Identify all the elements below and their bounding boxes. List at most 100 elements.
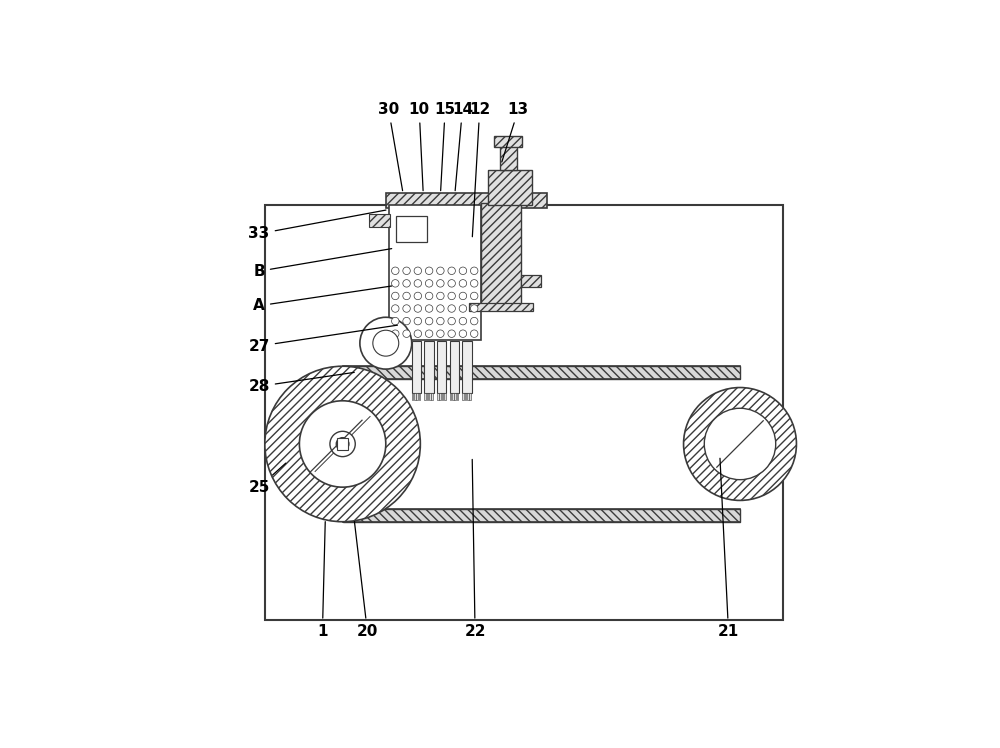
Bar <box>437 341 446 393</box>
Bar <box>414 393 416 400</box>
Text: 28: 28 <box>248 373 354 394</box>
Bar <box>396 216 427 242</box>
Circle shape <box>425 330 433 337</box>
Bar <box>481 203 521 304</box>
Circle shape <box>373 330 399 356</box>
Bar <box>343 509 740 522</box>
Circle shape <box>403 330 410 337</box>
Bar <box>469 393 471 400</box>
Bar <box>454 393 456 400</box>
Circle shape <box>459 267 467 275</box>
Circle shape <box>470 330 478 337</box>
Circle shape <box>448 267 455 275</box>
Bar <box>521 275 541 286</box>
Text: 20: 20 <box>354 521 378 639</box>
Circle shape <box>425 280 433 287</box>
Circle shape <box>470 267 478 275</box>
Circle shape <box>704 408 776 479</box>
Text: 22: 22 <box>464 459 486 639</box>
Circle shape <box>448 304 455 312</box>
Bar <box>469 303 533 311</box>
Bar <box>427 393 428 400</box>
Circle shape <box>437 304 444 312</box>
Circle shape <box>448 292 455 300</box>
Text: 14: 14 <box>452 102 473 191</box>
Bar <box>467 393 469 400</box>
Text: 12: 12 <box>469 102 490 236</box>
Circle shape <box>425 292 433 300</box>
Circle shape <box>330 432 355 456</box>
Circle shape <box>437 317 444 325</box>
Circle shape <box>448 280 455 287</box>
Circle shape <box>403 267 410 275</box>
Text: 13: 13 <box>502 102 529 162</box>
Bar <box>488 171 532 205</box>
Circle shape <box>437 330 444 337</box>
Circle shape <box>425 317 433 325</box>
Circle shape <box>336 438 349 450</box>
Bar <box>469 303 533 311</box>
Circle shape <box>414 280 422 287</box>
Circle shape <box>414 304 422 312</box>
Circle shape <box>459 330 467 337</box>
Bar <box>494 136 522 147</box>
Bar <box>429 393 431 400</box>
Circle shape <box>459 317 467 325</box>
Circle shape <box>470 317 478 325</box>
Bar <box>452 393 454 400</box>
Bar <box>500 146 517 171</box>
Circle shape <box>392 304 399 312</box>
Bar <box>481 203 521 304</box>
Circle shape <box>425 267 433 275</box>
Bar <box>462 341 472 393</box>
Bar <box>521 275 541 286</box>
Text: 27: 27 <box>248 325 397 354</box>
Bar <box>494 136 522 147</box>
Circle shape <box>470 292 478 300</box>
Circle shape <box>470 304 478 312</box>
Circle shape <box>403 317 410 325</box>
Text: 21: 21 <box>718 459 739 639</box>
Circle shape <box>437 267 444 275</box>
Bar <box>450 393 451 400</box>
Text: 1: 1 <box>317 521 328 639</box>
Bar <box>386 194 547 208</box>
Circle shape <box>437 292 444 300</box>
Text: 15: 15 <box>435 102 456 191</box>
Circle shape <box>392 280 399 287</box>
Bar <box>416 393 418 400</box>
Text: B: B <box>253 248 392 279</box>
Circle shape <box>414 330 422 337</box>
Bar <box>412 341 421 393</box>
Circle shape <box>425 304 433 312</box>
Bar <box>439 393 441 400</box>
Circle shape <box>392 292 399 300</box>
Bar <box>450 341 459 393</box>
Bar <box>389 205 481 340</box>
Circle shape <box>437 280 444 287</box>
Circle shape <box>414 267 422 275</box>
Bar <box>369 214 390 227</box>
Circle shape <box>459 280 467 287</box>
Bar <box>343 367 740 379</box>
Circle shape <box>470 280 478 287</box>
Bar <box>465 393 466 400</box>
Circle shape <box>265 367 420 522</box>
Bar <box>419 393 420 400</box>
Text: 33: 33 <box>248 210 386 242</box>
Circle shape <box>403 280 410 287</box>
Bar <box>462 393 464 400</box>
Bar <box>424 393 426 400</box>
Bar <box>457 393 458 400</box>
Text: 30: 30 <box>378 102 403 191</box>
Circle shape <box>392 317 399 325</box>
Bar <box>500 146 517 171</box>
Circle shape <box>414 292 422 300</box>
Text: 10: 10 <box>409 102 430 191</box>
Bar <box>343 367 740 379</box>
Circle shape <box>392 267 399 275</box>
Circle shape <box>299 401 386 487</box>
Bar <box>369 214 390 227</box>
Bar <box>343 509 740 522</box>
Bar <box>488 171 532 205</box>
